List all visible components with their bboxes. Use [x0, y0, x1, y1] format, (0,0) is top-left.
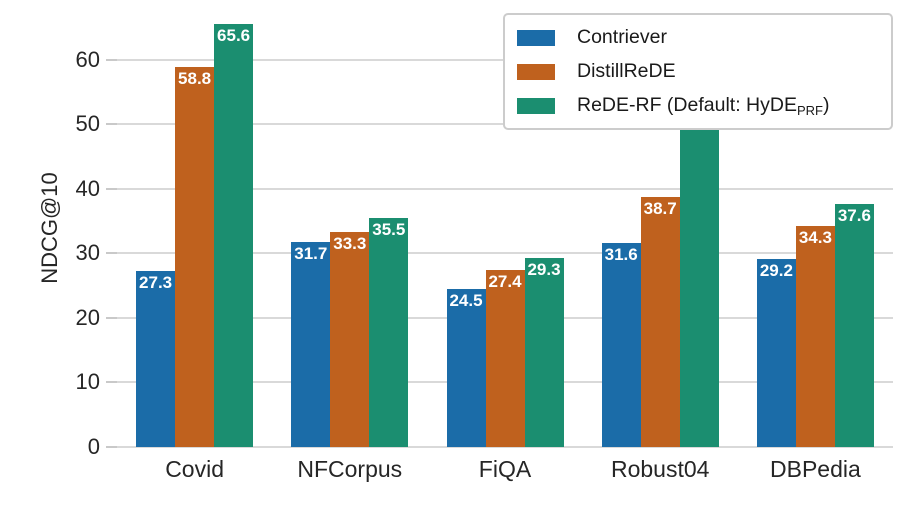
x-tick-label-fiqa: FiQA: [478, 456, 532, 482]
y-tick-mark: [106, 187, 117, 190]
y-tick-mark: [106, 381, 117, 384]
legend-color-swatch: [517, 29, 555, 46]
legend: Contriever DistillReDE ReDE-RF (Default: H…: [503, 13, 893, 130]
y-tick-label: 20: [75, 304, 100, 330]
bar-value-label: 38.7: [643, 199, 677, 219]
gridline: [117, 446, 893, 448]
x-tick-label-robust04: Robust04: [610, 456, 710, 482]
bar-rede-rf-default-hyde-prf--robust04: 51.7: [679, 113, 719, 447]
bar-distillrede-fiqa: 27.4: [485, 270, 525, 447]
bar-value-label: 65.6: [217, 25, 251, 45]
y-tick-mark: [106, 58, 117, 61]
legend-label-subscript: PRF: [796, 103, 823, 118]
legend-color-swatch: [517, 63, 555, 80]
bar-value-label: 33.3: [333, 234, 367, 254]
y-tick-label: 40: [75, 175, 100, 201]
bar-contriever-robust04: 31.6: [601, 243, 641, 447]
x-tick-label-nfcorpus: NFCorpus: [297, 456, 403, 482]
plot-area: 27.3 58.8 65.6 31.7 33.3 35.5 24.5 27.4 29.3 31.6…: [117, 8, 893, 448]
legend-label: DistillReDE: [577, 60, 676, 82]
bar-value-label: 24.5: [449, 290, 483, 310]
bar-rede-rf-default-hyde-prf--dbpedia: 37.6: [834, 204, 874, 447]
y-tick-label: 10: [75, 369, 100, 395]
bar-value-label: 34.3: [798, 227, 832, 247]
y-tick-mark: [106, 252, 117, 255]
bar-distillrede-dbpedia: 34.3: [795, 225, 835, 447]
y-tick-label: 0: [87, 434, 100, 459]
legend-item: ReDE-RF (Default: HyDEPRF): [517, 93, 879, 118]
bar-value-label: 29.3: [527, 259, 561, 279]
legend-label: ReDE-RF (Default: HyDEPRF): [577, 94, 830, 118]
y-tick-label: 50: [75, 111, 100, 137]
bar-contriever-fiqa: 24.5: [446, 288, 486, 447]
legend-item: Contriever: [517, 25, 879, 50]
gridline: [117, 187, 893, 190]
x-tick-label-dbpedia: DBPedia: [770, 456, 861, 482]
bar-value-label: 37.6: [837, 206, 871, 226]
bar-value-label: 35.5: [372, 219, 406, 239]
y-tick-mark: [106, 316, 117, 319]
bar-rede-rf-default-hyde-prf--fiqa: 29.3: [524, 257, 564, 447]
gridline: [117, 252, 893, 255]
legend-label: Contriever: [577, 26, 667, 48]
bar-value-label: 29.2: [759, 260, 793, 280]
bar-value-label: 27.4: [488, 272, 522, 292]
bar-contriever-dbpedia: 29.2: [756, 258, 796, 447]
legend-item: DistillReDE: [517, 59, 879, 84]
bar-rede-rf-default-hyde-prf--covid: 65.6: [214, 23, 254, 447]
x-tick-label-covid: Covid: [165, 456, 224, 482]
y-tick-mark: [106, 446, 117, 448]
bar-contriever-nfcorpus: 31.7: [291, 242, 331, 447]
bar-value-label: 31.7: [294, 244, 328, 264]
bar-rede-rf-default-hyde-prf--nfcorpus: 35.5: [369, 217, 409, 447]
y-tick-label: 30: [75, 240, 100, 266]
y-tick-label: 60: [75, 46, 100, 72]
bar-value-label: 58.8: [178, 69, 212, 89]
bar-distillrede-covid: 58.8: [175, 67, 215, 447]
bar-value-label: 27.3: [139, 272, 173, 292]
bar-distillrede-robust04: 38.7: [640, 197, 680, 447]
bar-value-label: 31.6: [604, 245, 638, 264]
bar-distillrede-nfcorpus: 33.3: [330, 232, 370, 447]
bar-contriever-covid: 27.3: [136, 270, 176, 447]
legend-color-swatch: [517, 97, 555, 114]
y-tick-mark: [106, 123, 117, 126]
